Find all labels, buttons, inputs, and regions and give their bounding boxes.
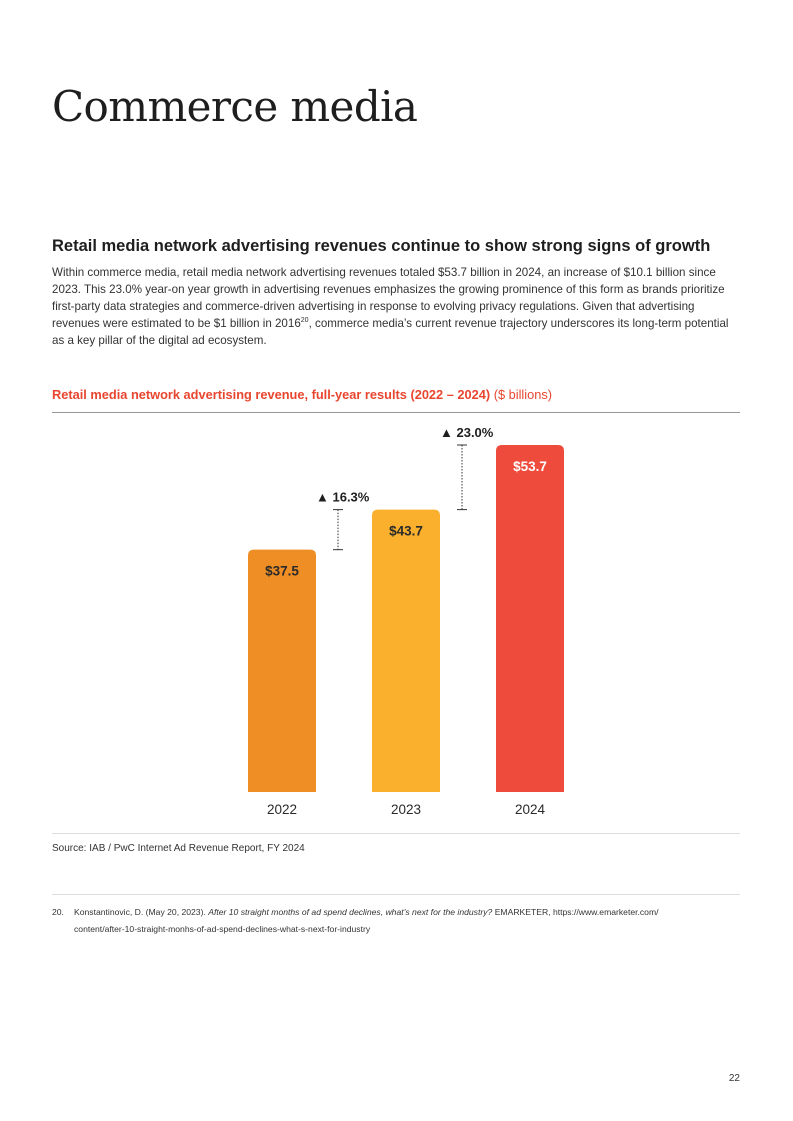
bar-2022	[248, 549, 316, 792]
footnote-number: 20.	[52, 907, 64, 917]
intro-text: Within commerce media, retail media netw…	[52, 266, 725, 330]
footnote-text: Konstantinovic, D. (May 20, 2023).	[74, 907, 206, 917]
page-number: 22	[728, 1073, 740, 1084]
footnote-link-continued[interactable]: content/after-10-straight-monhs-of-ad-sp…	[74, 924, 371, 934]
chart-title-unit: ($ billions)	[493, 387, 553, 402]
bar-2023	[372, 509, 440, 792]
bar-value-label-2024: $53.7	[513, 459, 547, 474]
bar-value-label-2022: $37.5	[265, 564, 299, 579]
footnote-link[interactable]: EMARKETER, https://www.emarketer.com/	[494, 907, 659, 917]
source-note: Source: IAB / PwC Internet Ad Revenue Re…	[52, 843, 305, 854]
footnote: 20. Konstantinovic, D. (May 20, 2023). Af…	[52, 904, 752, 938]
x-tick-label-2022: 2022	[267, 802, 297, 817]
chart-top-rule	[52, 412, 740, 413]
x-tick-label-2024: 2024	[515, 802, 546, 817]
growth-label-2: ▲ 23.0%	[440, 425, 494, 440]
page-title: Commerce media	[52, 82, 418, 131]
bar-value-label-2023: $43.7	[389, 524, 423, 539]
x-tick-label-2023: 2023	[391, 802, 421, 817]
section-heading: Retail media network advertising revenue…	[52, 237, 711, 255]
intro-paragraph: Within commerce media, retail media netw…	[52, 264, 742, 349]
intro-text-continued: , commerce media’s current revenue traje…	[52, 317, 729, 347]
chart-title-main: Retail media network advertising revenue…	[52, 387, 491, 402]
bar-2024	[496, 445, 564, 792]
chart-title: Retail media network advertising revenue…	[52, 387, 552, 402]
footnote-article-title: After 10 straight months of ad spend dec…	[208, 907, 493, 917]
chart-bottom-rule	[52, 833, 740, 834]
growth-label-1: ▲ 16.3%	[316, 490, 370, 505]
footnote-rule	[52, 894, 740, 895]
footnote-ref[interactable]: 20	[300, 317, 309, 325]
